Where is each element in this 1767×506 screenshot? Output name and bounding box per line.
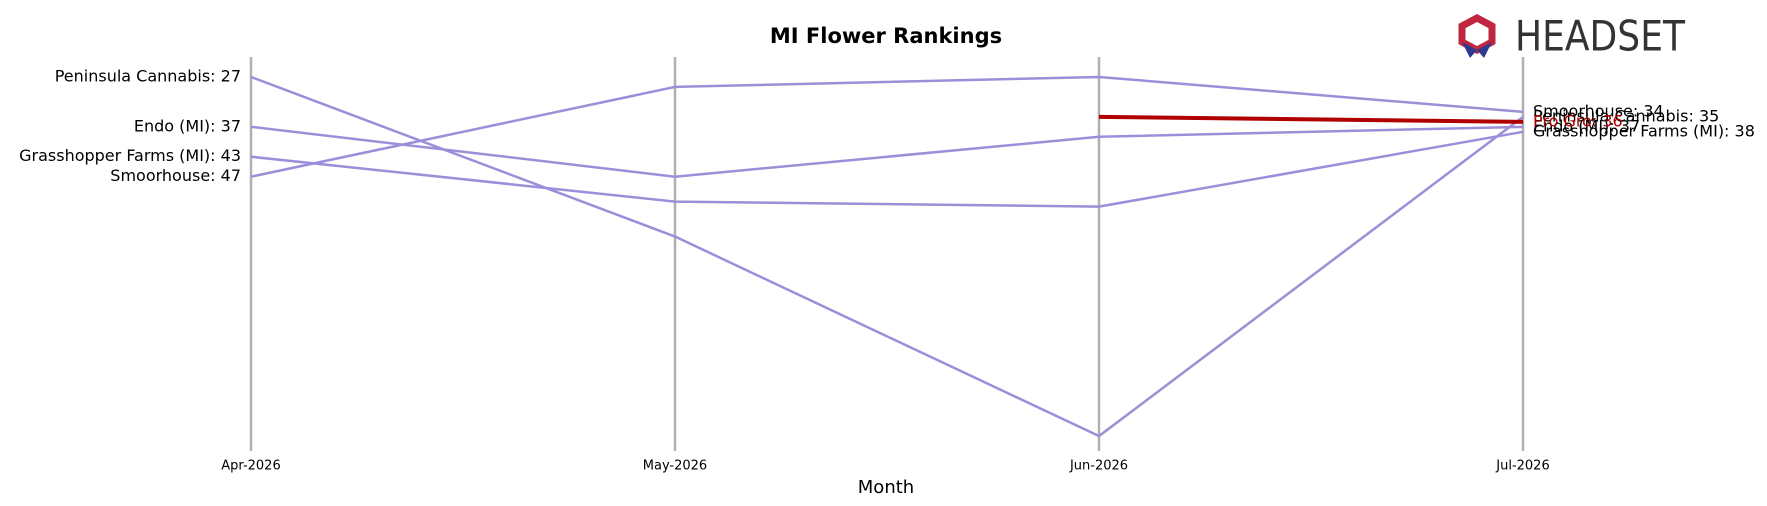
- logo-icon-part: [1477, 42, 1492, 58]
- logo-text: HEADSET: [1515, 12, 1685, 61]
- value-label: Endo (MI): 37: [1533, 116, 1640, 135]
- value-label: Smoorhouse: 34: [1533, 101, 1664, 120]
- chart-title: MI Flower Rankings: [770, 24, 1002, 48]
- value-label: Peninsula Cannabis: 35: [1533, 106, 1719, 125]
- x-tick-label: Apr-2026: [221, 459, 280, 474]
- value-label: Grasshopper Farms (MI): 38: [1533, 121, 1755, 140]
- value-label: Smoorhouse: 47: [110, 166, 241, 185]
- value-label: Pro Gro: 36: [1533, 111, 1623, 130]
- series-line: [250, 125, 1524, 178]
- series-line: [250, 75, 1524, 178]
- series-line: [250, 75, 1524, 438]
- x-tick-label: Jun-2026: [1069, 459, 1128, 474]
- series-line: [250, 130, 1524, 208]
- value-label: Peninsula Cannabis: 27: [55, 66, 241, 85]
- x-tick-label: May-2026: [643, 459, 707, 474]
- value-label: Endo (MI): 37: [134, 116, 241, 135]
- logo-icon-part: [1462, 42, 1477, 58]
- value-label: Grasshopper Farms (MI): 43: [19, 146, 241, 165]
- series-line: [1098, 114, 1524, 124]
- x-axis-label: Month: [858, 477, 914, 498]
- x-tick-label: Jul-2026: [1495, 459, 1549, 474]
- logo: HEADSET: [1458, 12, 1685, 61]
